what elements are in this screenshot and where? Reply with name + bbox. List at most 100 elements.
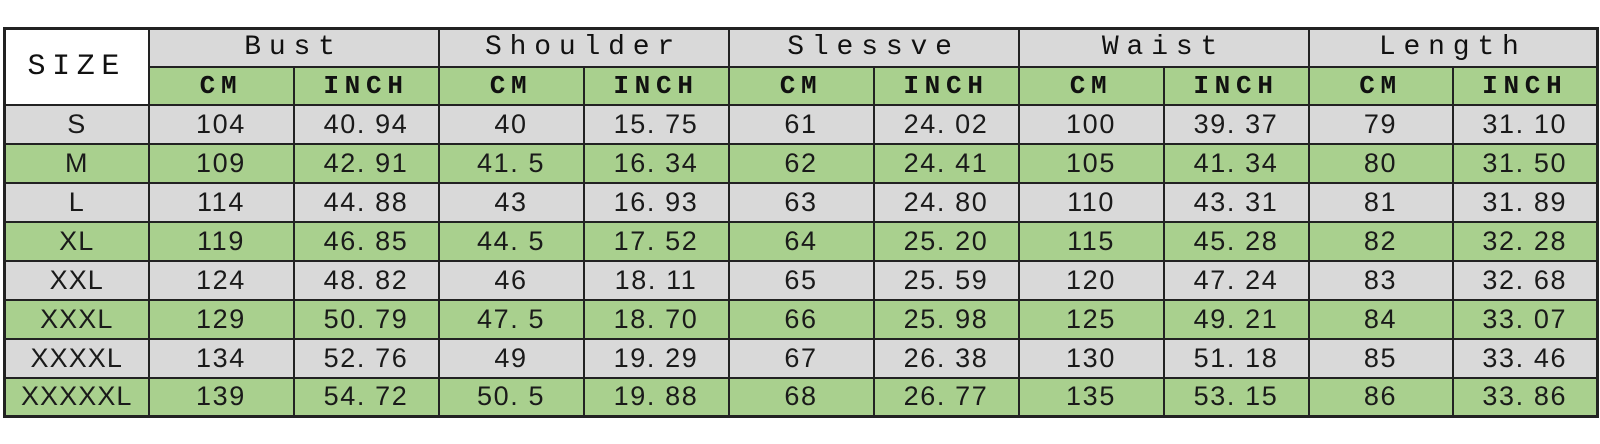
- table-header: SIZE Bust Shoulder Slessve Waist Length …: [3, 27, 1599, 106]
- measurement-cell: 19. 88: [582, 376, 730, 418]
- group-header-waist: Waist: [1017, 27, 1310, 68]
- unit-header-row: CM INCH CM INCH CM INCH CM INCH CM INCH: [5, 65, 1599, 106]
- measurement-cell: 24. 80: [872, 181, 1020, 223]
- table-row: XL 119 46. 85 44. 5 17. 52 64 25. 20 115 45. 28 8…: [3, 220, 1599, 262]
- table-row: M 109 42. 91 41. 5 16. 34 62 24. 41 105 41. 34 80…: [3, 142, 1599, 184]
- group-header-sleeve: Slessve: [727, 27, 1020, 68]
- measurement-cell: 47. 24: [1162, 259, 1310, 301]
- table-row: XXXXXL 139 54. 72 50. 5 19. 88 68 26. 77 135 53.…: [3, 376, 1599, 418]
- measurement-cell: 17. 52: [582, 220, 730, 262]
- group-header-bust: Bust: [147, 27, 440, 68]
- measurement-cell: 46: [437, 259, 585, 301]
- measurement-cell: 18. 70: [582, 298, 730, 340]
- measurement-cell: 26. 38: [872, 337, 1020, 379]
- measurement-cell: 33. 46: [1451, 337, 1599, 379]
- measurement-cell: 32. 68: [1451, 259, 1599, 301]
- measurement-cell: 45. 28: [1162, 220, 1310, 262]
- table-row: XXXXL 134 52. 76 49 19. 29 67 26. 38 130 51. 18 8…: [3, 337, 1599, 379]
- size-label: XXXXXL: [3, 376, 150, 418]
- measurement-cell: 53. 15: [1162, 376, 1310, 418]
- unit-header: INCH: [582, 65, 730, 106]
- measurement-cell: 25. 98: [872, 298, 1020, 340]
- measurement-cell: 109: [147, 142, 295, 184]
- measurement-cell: 85: [1307, 337, 1454, 379]
- measurement-cell: 119: [147, 220, 295, 262]
- unit-header: INCH: [292, 65, 440, 106]
- measurement-cell: 16. 93: [582, 181, 730, 223]
- measurement-cell: 105: [1017, 142, 1165, 184]
- measurement-cell: 82: [1307, 220, 1454, 262]
- size-label: M: [3, 142, 150, 184]
- measurement-cell: 24. 41: [872, 142, 1020, 184]
- measurement-cell: 25. 20: [872, 220, 1020, 262]
- measurement-cell: 44. 5: [437, 220, 585, 262]
- measurement-cell: 66: [727, 298, 875, 340]
- unit-header: CM: [1307, 65, 1454, 106]
- unit-header: INCH: [1451, 65, 1599, 106]
- measurement-cell: 51. 18: [1162, 337, 1310, 379]
- measurement-cell: 25. 59: [872, 259, 1020, 301]
- measurement-cell: 46. 85: [292, 220, 440, 262]
- measurement-cell: 84: [1307, 298, 1454, 340]
- measurement-cell: 42. 91: [292, 142, 440, 184]
- measurement-cell: 115: [1017, 220, 1165, 262]
- measurement-cell: 31. 50: [1451, 142, 1599, 184]
- unit-header: CM: [147, 65, 295, 106]
- measurement-cell: 81: [1307, 181, 1454, 223]
- measurement-cell: 19. 29: [582, 337, 730, 379]
- measurement-cell: 79: [1307, 103, 1454, 145]
- measurement-cell: 41. 5: [437, 142, 585, 184]
- measurement-cell: 33. 86: [1451, 376, 1599, 418]
- table-row: L 114 44. 88 43 16. 93 63 24. 80 110 43. 31 81 31.…: [3, 181, 1599, 223]
- measurement-cell: 48. 82: [292, 259, 440, 301]
- measurement-cell: 32. 28: [1451, 220, 1599, 262]
- unit-header: CM: [1017, 65, 1165, 106]
- measurement-cell: 15. 75: [582, 103, 730, 145]
- measurement-cell: 134: [147, 337, 295, 379]
- size-label: XXXXL: [3, 337, 150, 379]
- group-header-shoulder: Shoulder: [437, 27, 730, 68]
- size-label: L: [3, 181, 150, 223]
- measurement-cell: 130: [1017, 337, 1165, 379]
- measurement-cell: 83: [1307, 259, 1454, 301]
- measurement-cell: 68: [727, 376, 875, 418]
- measurement-cell: 16. 34: [582, 142, 730, 184]
- size-label: XL: [3, 220, 150, 262]
- measurement-cell: 114: [147, 181, 295, 223]
- measurement-cell: 120: [1017, 259, 1165, 301]
- measurement-cell: 44. 88: [292, 181, 440, 223]
- table-row: XXXL 129 50. 79 47. 5 18. 70 66 25. 98 125 49. 2…: [3, 298, 1599, 340]
- measurement-group-row: SIZE Bust Shoulder Slessve Waist Length: [3, 27, 1599, 106]
- table-row: XXL 124 48. 82 46 18. 11 65 25. 59 120 47. 24 83 3…: [3, 259, 1599, 301]
- measurement-cell: 24. 02: [872, 103, 1020, 145]
- unit-header: INCH: [872, 65, 1020, 106]
- measurement-cell: 67: [727, 337, 875, 379]
- measurement-cell: 49. 21: [1162, 298, 1310, 340]
- measurement-cell: 63: [727, 181, 875, 223]
- measurement-cell: 86: [1307, 376, 1454, 418]
- measurement-cell: 129: [147, 298, 295, 340]
- unit-header: INCH: [1162, 65, 1310, 106]
- size-label: S: [3, 103, 150, 145]
- unit-header: CM: [727, 65, 875, 106]
- measurement-cell: 62: [727, 142, 875, 184]
- measurement-cell: 33. 07: [1451, 298, 1599, 340]
- measurement-cell: 61: [727, 103, 875, 145]
- measurement-cell: 135: [1017, 376, 1165, 418]
- size-corner-header: SIZE: [3, 27, 150, 106]
- measurement-cell: 43. 31: [1162, 181, 1310, 223]
- measurement-cell: 31. 89: [1451, 181, 1599, 223]
- measurement-cell: 110: [1017, 181, 1165, 223]
- measurement-cell: 40: [437, 103, 585, 145]
- measurement-cell: 139: [147, 376, 295, 418]
- measurement-cell: 43: [437, 181, 585, 223]
- measurement-cell: 100: [1017, 103, 1165, 145]
- measurement-cell: 31. 10: [1451, 103, 1599, 145]
- measurement-cell: 80: [1307, 142, 1454, 184]
- measurement-cell: 39. 37: [1162, 103, 1310, 145]
- table-body: S 104 40. 94 40 15. 75 61 24. 02 100 39. 37 79 31.…: [3, 103, 1599, 418]
- measurement-cell: 64: [727, 220, 875, 262]
- measurement-cell: 65: [727, 259, 875, 301]
- measurement-cell: 40. 94: [292, 103, 440, 145]
